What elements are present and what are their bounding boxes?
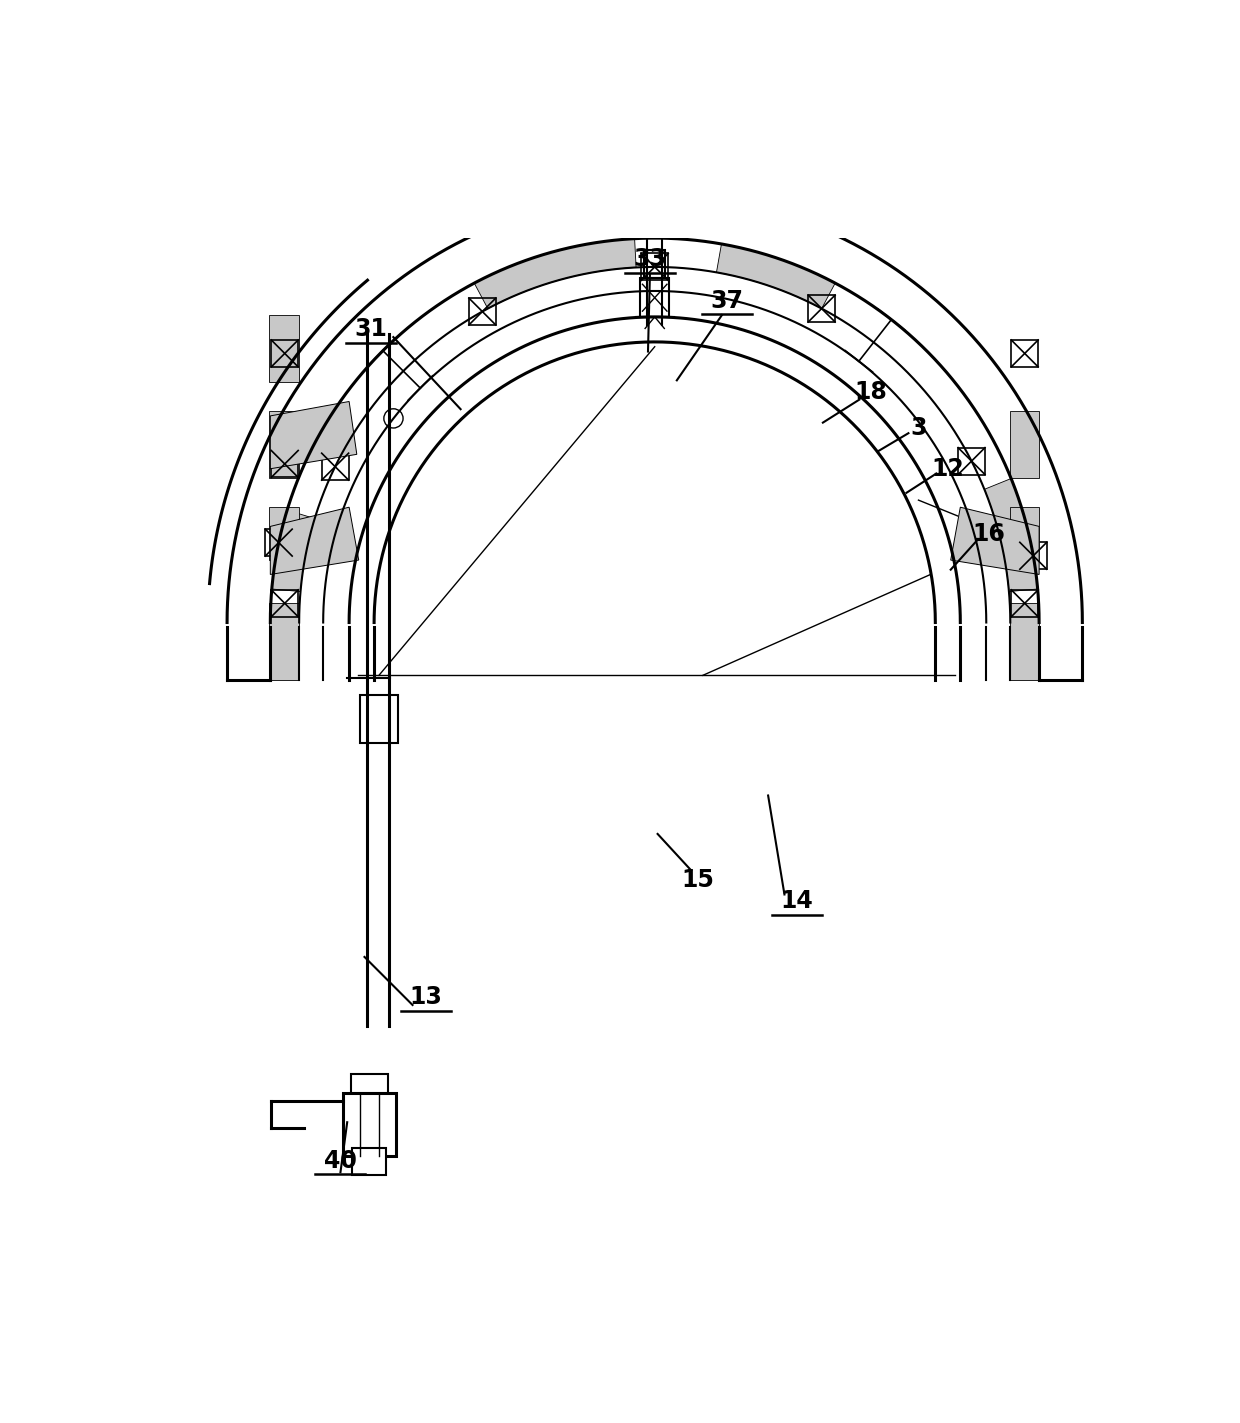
Bar (321, 453, 348, 480)
Polygon shape (270, 401, 357, 468)
Bar (1011, 411, 1039, 478)
Text: 14: 14 (780, 889, 813, 914)
Bar (1012, 591, 1038, 616)
Bar (272, 340, 298, 367)
Text: 3: 3 (910, 417, 928, 440)
Polygon shape (717, 243, 836, 309)
Text: 16: 16 (972, 522, 1006, 546)
Bar (272, 591, 298, 616)
Bar (1011, 507, 1039, 561)
Polygon shape (270, 507, 358, 575)
Text: 18: 18 (854, 380, 888, 404)
Bar (269, 603, 299, 680)
Bar (469, 297, 496, 324)
Bar (269, 507, 299, 561)
Bar (343, 1093, 396, 1155)
Bar (644, 249, 666, 279)
Bar (640, 279, 670, 317)
Bar (352, 1148, 386, 1175)
Polygon shape (272, 509, 315, 592)
Bar (272, 451, 298, 477)
Text: 33: 33 (634, 248, 666, 272)
Text: 40: 40 (324, 1148, 357, 1173)
Bar (959, 448, 985, 474)
Bar (808, 295, 835, 322)
Bar (1019, 542, 1047, 569)
Bar (641, 253, 668, 280)
Bar (360, 694, 398, 743)
Bar (265, 529, 293, 556)
Text: 31: 31 (355, 317, 388, 342)
Bar (1011, 603, 1039, 680)
Bar (269, 314, 299, 383)
Text: 15: 15 (682, 868, 714, 892)
Text: 37: 37 (711, 289, 743, 313)
Bar (1012, 340, 1038, 367)
Text: 12: 12 (931, 457, 965, 481)
Polygon shape (474, 239, 636, 309)
Polygon shape (951, 507, 1039, 575)
Bar (269, 411, 299, 478)
Polygon shape (985, 478, 1038, 592)
Text: 13: 13 (409, 985, 443, 1009)
Bar (351, 1074, 388, 1093)
